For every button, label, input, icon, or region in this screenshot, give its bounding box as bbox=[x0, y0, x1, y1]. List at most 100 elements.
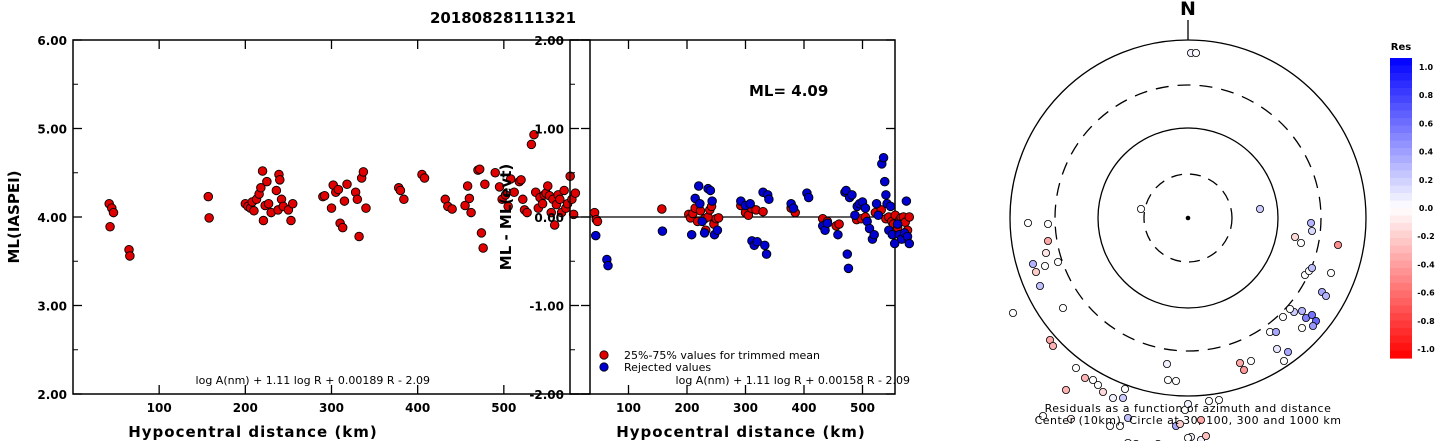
map-caption-line1: Residuals as a function of azimuth and d… bbox=[1045, 402, 1332, 415]
colorbar-swatch bbox=[1390, 335, 1412, 344]
data-point bbox=[286, 215, 296, 226]
colorbar-swatch bbox=[1390, 193, 1412, 202]
colorbar-swatch bbox=[1390, 163, 1412, 172]
data-point bbox=[555, 194, 565, 205]
station-point bbox=[1041, 261, 1050, 270]
data-point bbox=[537, 198, 548, 209]
data-point bbox=[337, 222, 348, 233]
station-point bbox=[1308, 310, 1317, 319]
x-axis-label-magnitude: Hypocentral distance (km) bbox=[128, 423, 378, 441]
data-point bbox=[105, 221, 115, 232]
colorbar-swatch bbox=[1390, 223, 1412, 232]
y-tick-label: 4.00 bbox=[37, 211, 67, 225]
colorbar-swatch bbox=[1390, 88, 1412, 97]
event-title: 20180828111321 bbox=[430, 9, 576, 27]
colorbar-swatch bbox=[1390, 155, 1412, 164]
data-point bbox=[503, 201, 513, 212]
station-point bbox=[1067, 414, 1076, 423]
rejected-point bbox=[693, 181, 704, 191]
colorbar-tick-label: -0.2 bbox=[1417, 232, 1435, 241]
y-tick-label: 6.00 bbox=[37, 34, 67, 48]
rejected-point bbox=[707, 196, 717, 206]
colorbar-title: Res bbox=[1391, 42, 1411, 53]
y-tick-label: 2.00 bbox=[534, 34, 564, 48]
data-point bbox=[490, 167, 500, 178]
data-point bbox=[546, 207, 556, 218]
colorbar-swatch bbox=[1390, 215, 1412, 224]
x-axis-magnitude: 100 200 300 400 500 bbox=[147, 40, 516, 415]
data-point bbox=[258, 215, 269, 226]
station-point bbox=[1109, 393, 1118, 402]
map-caption-line2: Center (10km), Circle at 30, 100, 300 an… bbox=[1035, 414, 1342, 427]
x-tick-label: 100 bbox=[147, 401, 172, 415]
data-point bbox=[476, 228, 487, 238]
station-point bbox=[1044, 236, 1053, 245]
rejected-points bbox=[590, 152, 915, 274]
data-point bbox=[125, 251, 135, 261]
colorbar-swatch bbox=[1390, 343, 1412, 352]
rejected-point bbox=[764, 194, 774, 205]
rejected-point bbox=[657, 226, 668, 236]
rejected-point bbox=[761, 249, 772, 259]
panel-magnitude: 2.00 3.00 4.00 5.00 6.00 100 200 300 400 500 ML(… bbox=[5, 34, 591, 441]
legend-marker-used bbox=[599, 350, 609, 360]
rejected-point bbox=[873, 210, 884, 220]
colorbar-swatch bbox=[1390, 230, 1412, 239]
x-tick-label: 100 bbox=[616, 401, 641, 415]
y-axis-label-magnitude: ML(IASPEI) bbox=[5, 170, 23, 263]
rejected-point bbox=[901, 196, 912, 206]
station-point bbox=[1106, 421, 1115, 430]
rejected-point bbox=[871, 198, 882, 209]
rejected-point bbox=[695, 198, 705, 209]
used-point bbox=[713, 213, 724, 223]
epicenter-marker bbox=[1185, 215, 1191, 221]
station-point bbox=[1273, 344, 1282, 353]
colorbar-swatch bbox=[1390, 245, 1412, 254]
y-axis-residual: -2.00 -1.00 0.00 1.00 2.00 bbox=[529, 34, 895, 402]
colorbar-swatch bbox=[1390, 290, 1412, 299]
rejected-point bbox=[760, 240, 770, 251]
colorbar: Res 1.0 0.8 0.6 0.4 0.2 0.0 -0.2 -0.4 -0.6 -0.8 -1… bbox=[1390, 42, 1435, 359]
used-point bbox=[758, 206, 768, 217]
data-point bbox=[474, 164, 485, 174]
station-point bbox=[1309, 321, 1318, 330]
colorbar-tick-label: 0.4 bbox=[1419, 148, 1434, 157]
station-point bbox=[1049, 341, 1058, 350]
data-point bbox=[462, 181, 473, 191]
rejected-point bbox=[752, 237, 762, 247]
station-point bbox=[1032, 267, 1041, 276]
station-point bbox=[1042, 248, 1051, 257]
station-point bbox=[1059, 303, 1068, 312]
data-point bbox=[271, 185, 282, 196]
data-point bbox=[354, 231, 364, 242]
y-tick-label: 1.00 bbox=[534, 123, 564, 137]
data-point bbox=[526, 139, 537, 150]
colorbar-swatch bbox=[1390, 208, 1412, 217]
used-point bbox=[904, 212, 915, 222]
colorbar-swatch bbox=[1390, 238, 1412, 247]
y-tick-label: 5.00 bbox=[37, 123, 67, 137]
rejected-point bbox=[712, 225, 723, 236]
rejected-point bbox=[843, 263, 854, 274]
colorbar-swatch bbox=[1390, 328, 1412, 337]
station-point bbox=[1039, 411, 1048, 420]
y-tick-label: -1.00 bbox=[529, 300, 564, 314]
x-tick-label: 200 bbox=[674, 401, 699, 415]
colorbar-tick-label: 0.2 bbox=[1419, 176, 1433, 185]
data-point bbox=[249, 206, 259, 216]
data-point bbox=[339, 196, 350, 206]
legend-label-used: 25%-75% values for trimmed mean bbox=[624, 349, 820, 362]
x-tick-label: 400 bbox=[791, 401, 816, 415]
colorbar-swatch bbox=[1390, 95, 1412, 104]
station-point bbox=[1197, 415, 1206, 424]
data-point bbox=[333, 184, 344, 195]
data-point bbox=[358, 167, 369, 177]
colorbar-swatch bbox=[1390, 148, 1412, 157]
station-point bbox=[1163, 359, 1172, 368]
colorbar-swatch bbox=[1390, 260, 1412, 269]
rejected-point bbox=[590, 230, 601, 241]
data-point bbox=[361, 203, 371, 213]
x-axis-residual: 100 200 300 400 500 bbox=[616, 40, 875, 415]
station-point bbox=[1247, 356, 1256, 365]
